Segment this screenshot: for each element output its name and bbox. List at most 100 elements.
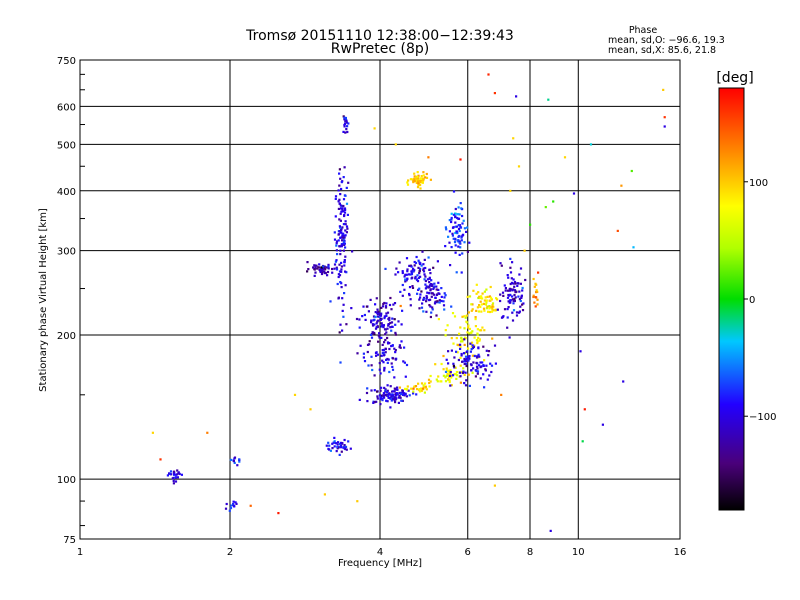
data-point — [344, 270, 347, 273]
data-point — [489, 362, 492, 365]
data-point — [479, 366, 482, 369]
data-point — [406, 277, 409, 280]
x-axis-ticks: 1 2 4 6 8 10 16 — [77, 547, 687, 558]
data-point — [317, 266, 320, 269]
data-point — [482, 307, 486, 310]
data-point — [391, 317, 394, 320]
data-point — [335, 442, 338, 445]
data-point — [488, 374, 491, 377]
data-point — [473, 344, 476, 347]
data-point — [381, 349, 384, 352]
data-point — [506, 296, 510, 299]
data-point — [500, 264, 503, 267]
data-point — [456, 374, 459, 377]
data-point — [444, 329, 447, 332]
data-point — [390, 345, 393, 348]
data-point — [412, 181, 415, 184]
data-point — [418, 307, 421, 310]
data-point — [472, 289, 475, 292]
data-point — [434, 296, 437, 299]
data-point — [337, 239, 340, 242]
data-point — [342, 130, 345, 133]
data-point — [338, 453, 341, 456]
data-point — [346, 227, 349, 230]
data-point — [393, 387, 396, 390]
data-point — [405, 388, 408, 391]
data-point — [173, 470, 176, 473]
data-point — [448, 380, 451, 384]
data-point — [448, 241, 451, 244]
plot-frame — [79, 59, 681, 540]
data-point — [457, 227, 461, 231]
data-point — [339, 226, 342, 229]
data-point — [417, 180, 420, 183]
data-point — [386, 327, 389, 330]
data-point — [463, 373, 466, 376]
data-point — [401, 393, 404, 396]
data-point — [463, 241, 466, 244]
data-point — [339, 193, 342, 196]
data-point — [321, 269, 324, 272]
data-point — [378, 362, 381, 365]
data-point — [466, 295, 469, 298]
data-point — [380, 354, 383, 357]
data-point — [454, 216, 457, 219]
data-point — [663, 125, 666, 128]
data-point — [496, 298, 499, 301]
data-point — [169, 472, 172, 476]
data-point — [490, 298, 493, 301]
data-point — [386, 341, 390, 344]
data-point — [471, 308, 474, 311]
data-point — [454, 231, 457, 235]
data-point — [423, 382, 427, 385]
data-point — [508, 336, 511, 339]
data-point — [413, 179, 416, 183]
data-point — [392, 390, 395, 393]
data-point — [489, 285, 492, 289]
data-point — [439, 380, 442, 383]
data-point — [372, 315, 376, 318]
data-point — [438, 292, 441, 295]
data-point — [337, 275, 340, 279]
data-point — [404, 375, 407, 378]
data-point — [462, 367, 465, 370]
data-point — [176, 476, 179, 479]
data-point — [415, 393, 418, 396]
data-point — [518, 273, 521, 276]
data-point — [339, 219, 342, 222]
data-point — [454, 373, 457, 376]
data-point — [512, 278, 515, 281]
data-point — [394, 323, 397, 326]
data-point — [336, 447, 339, 450]
data-point — [521, 286, 524, 290]
data-point — [452, 226, 455, 229]
data-point — [443, 308, 446, 311]
data-point — [436, 380, 439, 383]
data-point — [477, 310, 480, 313]
data-point — [513, 297, 516, 301]
data-point — [519, 305, 522, 308]
data-point — [335, 242, 338, 245]
data-point — [381, 324, 384, 327]
data-point — [416, 177, 419, 180]
data-point — [433, 285, 436, 288]
y-tick-label: 75 — [63, 535, 76, 546]
data-point — [461, 340, 464, 343]
data-point — [468, 357, 471, 360]
data-point — [398, 261, 401, 264]
data-point — [343, 207, 347, 210]
data-point — [515, 314, 519, 317]
data-point — [342, 115, 345, 118]
data-point — [499, 293, 502, 296]
data-point — [422, 387, 425, 390]
data-point — [381, 305, 385, 308]
data-point — [507, 306, 510, 309]
data-point — [371, 331, 374, 334]
data-point — [443, 292, 446, 295]
data-point — [386, 400, 389, 403]
y-axis-label: Stationary phase Virtual Height [km] — [38, 208, 49, 392]
data-point — [448, 379, 451, 382]
data-point — [518, 311, 521, 314]
data-point — [472, 367, 475, 370]
data-point — [494, 308, 497, 311]
